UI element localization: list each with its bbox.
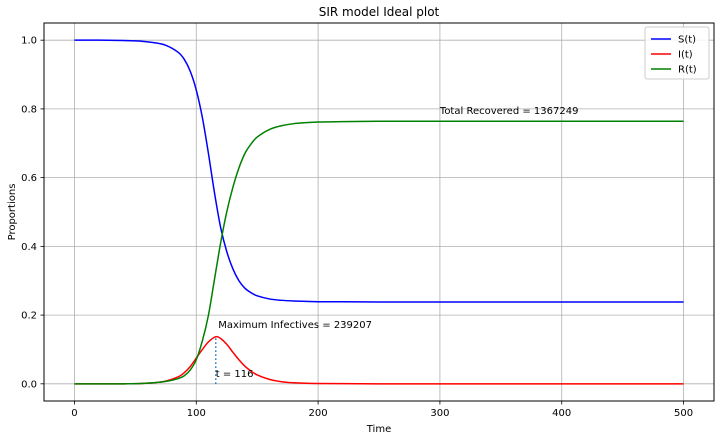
annotation-total-recovered: Total Recovered = 1367249: [439, 106, 579, 117]
grid-lines: [44, 23, 714, 401]
x-tick-label: 400: [552, 408, 571, 419]
annotation-peak-time: t = 116: [216, 369, 254, 380]
x-tick-label: 200: [309, 408, 328, 419]
y-tick-label: 0.6: [21, 173, 37, 184]
plot-frame: [43, 22, 715, 402]
x-axis-title: Time: [366, 424, 391, 435]
y-axis-title: Proportions: [7, 184, 18, 241]
axis-ticks: 0 100 200 300 400 500 0.0 0.2 0.4 0.6 0.8 1.0: [21, 36, 693, 419]
y-tick-label: 1.0: [21, 36, 37, 47]
y-tick-label: 0.0: [21, 379, 37, 390]
series-lines: [74, 39, 684, 385]
x-tick-label: 100: [187, 408, 206, 419]
x-tick-label: 300: [430, 408, 449, 419]
y-tick-label: 0.8: [21, 104, 37, 115]
legend-label-it: I(t): [678, 50, 693, 61]
series-line-st: [74, 39, 684, 303]
x-tick-label: 0: [71, 408, 77, 419]
x-tick-label: 500: [674, 408, 693, 419]
annotations: Maximum Infectives = 239207 t = 116 Tota…: [216, 106, 579, 380]
legend: S(t) I(t) R(t): [644, 26, 710, 80]
legend-label-st: S(t): [678, 35, 696, 46]
series-line-rt: [74, 120, 684, 385]
legend-box: [644, 26, 710, 80]
legend-label-rt: R(t): [678, 65, 697, 76]
chart-title: SIR model Ideal plot: [319, 5, 440, 19]
y-tick-label: 0.4: [21, 242, 37, 253]
y-tick-label: 0.2: [21, 311, 37, 322]
annotation-max-infectives: Maximum Infectives = 239207: [218, 320, 372, 331]
